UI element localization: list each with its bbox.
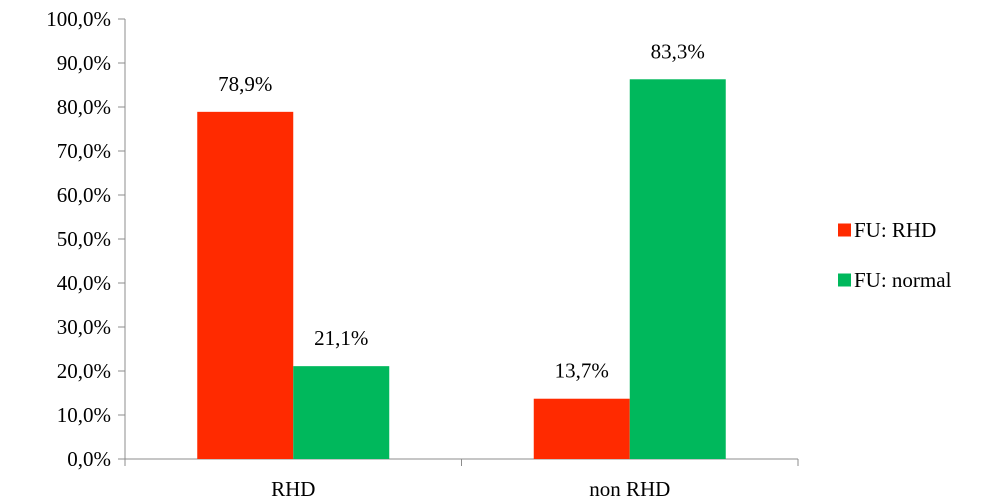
data-label: 21,1% (314, 326, 368, 350)
bar (533, 398, 630, 459)
y-tick-label: 90,0% (57, 51, 111, 75)
legend: FU: RHD FU: normal (838, 218, 952, 292)
data-labels: 78,9% 21,1% 13,7% 83,3% (218, 39, 705, 382)
bars (197, 79, 726, 459)
legend-swatch (838, 273, 851, 287)
bar (629, 79, 726, 459)
bar (293, 366, 390, 459)
data-label: 83,3% (651, 39, 705, 63)
y-tick-label: 0,0% (67, 447, 111, 471)
legend-swatch (838, 223, 851, 237)
x-axis: RHD non RHD (124, 458, 799, 501)
x-tick-label: non RHD (589, 477, 670, 501)
y-tick-label: 10,0% (57, 403, 111, 427)
y-tick-label: 80,0% (57, 95, 111, 119)
y-tick-label: 100,0% (46, 7, 111, 31)
y-tick-label: 50,0% (57, 227, 111, 251)
legend-label: FU: normal (854, 268, 952, 292)
y-tick-label: 70,0% (57, 139, 111, 163)
y-tick-label: 30,0% (57, 315, 111, 339)
y-axis: 0,0% 10,0% 20,0% 30,0% 40,0% 50,0% 60,0% 70,0% 8… (46, 7, 126, 471)
bar (197, 111, 294, 459)
y-tick-label: 60,0% (57, 183, 111, 207)
data-label: 13,7% (555, 359, 609, 383)
data-label: 78,9% (218, 72, 272, 96)
x-tick-label: RHD (271, 477, 315, 501)
y-tick-label: 40,0% (57, 271, 111, 295)
legend-label: FU: RHD (854, 218, 936, 242)
y-tick-label: 20,0% (57, 359, 111, 383)
